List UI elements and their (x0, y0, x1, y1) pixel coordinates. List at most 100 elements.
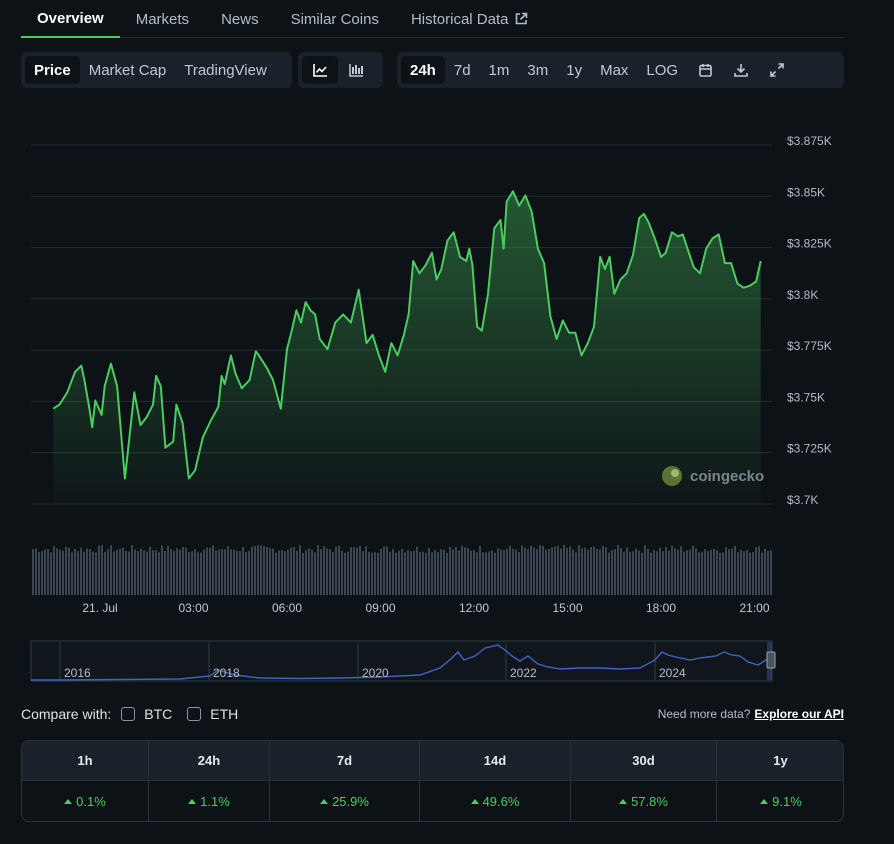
volume-bar (620, 547, 622, 595)
volume-bar (458, 550, 460, 595)
compare-btc-label: BTC (144, 706, 173, 722)
volume-bar (587, 549, 589, 595)
volume-bar (740, 549, 742, 595)
volume-bar (665, 547, 667, 595)
volume-bar (233, 549, 235, 595)
change-value: 9.1% (772, 793, 802, 809)
tab-similar-coins[interactable]: Similar Coins (275, 0, 395, 38)
volume-bar (752, 551, 754, 595)
market-cap-button[interactable]: Market Cap (88, 61, 167, 79)
change-1y: 9.1% (717, 781, 843, 821)
change-value: 1.1% (200, 793, 230, 809)
volume-bar (92, 551, 94, 595)
volume-bar (77, 551, 79, 595)
volume-bar (341, 550, 343, 595)
volume-bar (623, 551, 625, 595)
volume-bar (323, 546, 325, 595)
compare-btc-checkbox[interactable] (121, 707, 136, 721)
line-chart-button[interactable] (302, 56, 338, 84)
tab-overview[interactable]: Overview (21, 0, 120, 38)
fullscreen-button[interactable] (759, 56, 795, 84)
volume-bar (518, 552, 520, 595)
volume-bar (551, 547, 553, 595)
volume-bar (104, 552, 106, 595)
candlestick-button[interactable] (338, 56, 374, 84)
volume-bar (251, 546, 253, 595)
caret-up-icon (760, 798, 769, 804)
volume-bar (419, 551, 421, 595)
volume-bar (689, 549, 691, 595)
explore-api-link[interactable]: Explore our API (754, 707, 844, 721)
volume-bar (272, 548, 274, 595)
range-max-button[interactable]: Max (600, 61, 629, 79)
tab-markets[interactable]: Markets (120, 0, 205, 38)
y-tick-label: $3.7K (787, 493, 818, 507)
y-tick-label: $3.875K (787, 134, 832, 148)
volume-bar (539, 545, 541, 595)
range-7d-button[interactable]: 7d (453, 61, 471, 79)
volume-bar (476, 552, 478, 595)
volume-bar (89, 549, 91, 595)
volume-bar (215, 550, 217, 595)
volume-bar (713, 548, 715, 595)
volume-bar (590, 546, 592, 595)
volume-bar (236, 550, 238, 595)
volume-bar (395, 552, 397, 595)
volume-bar (422, 551, 424, 595)
tradingview-button[interactable]: TradingView (184, 61, 267, 79)
volume-bar (44, 549, 46, 595)
volume-bar (401, 549, 403, 595)
tab-news[interactable]: News (205, 0, 275, 38)
volume-bar (653, 549, 655, 595)
navigator-frame (30, 640, 773, 682)
volume-bar (32, 549, 34, 595)
volume-bar (461, 545, 463, 595)
range-3m-button[interactable]: 3m (527, 61, 549, 79)
volume-bar (239, 551, 241, 595)
compare-row: Compare with: BTC ETH Need more data? Exp… (21, 704, 844, 724)
volume-bar (512, 548, 514, 595)
volume-bar (161, 545, 163, 595)
volume-bar (320, 549, 322, 595)
tab-historical-data[interactable]: Historical Data (395, 0, 545, 38)
volume-bar (449, 546, 451, 595)
x-tick-label: 06:00 (272, 601, 302, 615)
volume-bar (761, 552, 763, 595)
date-range-button[interactable] (687, 56, 723, 84)
price-button[interactable]: Price (25, 56, 80, 84)
volume-bar (353, 547, 355, 595)
chart-type-toggle (298, 52, 383, 88)
volume-bar (347, 551, 349, 595)
navigator-year-label: 2018 (213, 666, 240, 680)
volume-bar (617, 545, 619, 595)
caret-up-icon (619, 798, 628, 804)
volume-bar (71, 552, 73, 595)
volume-bar (158, 552, 160, 595)
range-24h-button[interactable]: 24h (401, 56, 445, 84)
range-1y-button[interactable]: 1y (566, 61, 583, 79)
range-1m-button[interactable]: 1m (488, 61, 510, 79)
compare-eth-label: ETH (210, 706, 239, 722)
volume-bar (485, 552, 487, 595)
y-tick-label: $3.85K (787, 185, 825, 199)
volume-bar (47, 548, 49, 595)
navigator-year-label: 2024 (659, 666, 686, 680)
volume-bar (362, 551, 364, 595)
navigator-handle[interactable] (766, 651, 776, 669)
volume-bar (218, 549, 220, 595)
volume-bar (299, 545, 301, 595)
volume-bar (464, 547, 466, 595)
volume-bar (560, 548, 562, 595)
navigator[interactable]: 2016 2018 2020 2022 2024 (30, 640, 776, 682)
header-24h: 24h (149, 741, 270, 781)
change-value: 57.8% (631, 793, 668, 809)
log-scale-button[interactable]: LOG (646, 61, 679, 79)
volume-bar (608, 552, 610, 595)
volume-bar (368, 551, 370, 595)
compare-eth-checkbox[interactable] (187, 707, 202, 721)
price-chart[interactable]: $3.875K $3.85K $3.825K $3.8K $3.775K $3.75K $3… (0, 0, 894, 700)
caret-up-icon (320, 798, 329, 804)
download-button[interactable] (723, 56, 759, 84)
volume-bar (116, 549, 118, 595)
volume-bar (155, 550, 157, 595)
